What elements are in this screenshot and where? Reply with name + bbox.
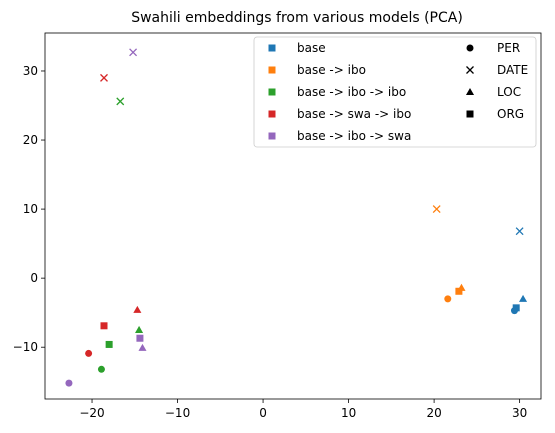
legend-box [253, 36, 537, 148]
point-base-ibo-swa-org [136, 334, 144, 342]
point-base-swa-ibo-loc [133, 305, 142, 313]
point-base-ibo-org [455, 287, 463, 295]
x-tick-label: 10 [341, 406, 356, 420]
y-tick-label: 0 [30, 271, 38, 285]
y-axis: −10 0 10 20 30 [13, 64, 45, 354]
x-axis: −20 −10 0 10 20 30 [79, 399, 527, 420]
data-points [65, 48, 528, 387]
legend-marker [268, 66, 276, 74]
legend-label: LOC [497, 85, 521, 99]
point-base-ibo-ibo-date [116, 97, 125, 106]
legend-marker [465, 87, 475, 96]
chart-title: Swahili embeddings from various models (… [131, 10, 463, 26]
point-base-ibo-date [432, 205, 441, 214]
legend-label: base -> ibo -> swa [297, 129, 411, 143]
point-base-ibo-swa-loc [138, 343, 147, 351]
legend-label: base -> ibo [297, 63, 366, 77]
legend-label: base -> swa -> ibo [297, 107, 411, 121]
point-base-date [515, 227, 524, 236]
legend-label: DATE [497, 63, 528, 77]
x-tick-label: −20 [79, 406, 104, 420]
x-tick-label: 20 [426, 406, 441, 420]
legend-label: base -> ibo -> ibo [297, 85, 406, 99]
x-tick-label: 30 [512, 406, 527, 420]
y-tick-label: 30 [23, 64, 38, 78]
point-base-ibo-ibo-loc [135, 325, 144, 333]
legend: base base -> ibo base -> ibo -> ibo base ->… [253, 36, 537, 148]
y-tick-label: 10 [23, 202, 38, 216]
legend-marker [268, 88, 276, 96]
x-tick-label: 0 [259, 406, 267, 420]
point-base-swa-ibo-org [100, 322, 108, 330]
point-base-loc [519, 294, 528, 302]
legend-label: ORG [497, 107, 524, 121]
legend-marker [466, 110, 474, 118]
point-base-ibo-ibo-org [105, 340, 113, 348]
x-tick-label: −10 [165, 406, 190, 420]
legend-label: PER [497, 41, 520, 55]
y-tick-label: 20 [23, 133, 38, 147]
legend-label: base [297, 41, 326, 55]
point-base-ibo-per [444, 295, 452, 303]
point-base-ibo-ibo-per [97, 365, 105, 373]
y-tick-label: −10 [13, 340, 38, 354]
point-base-ibo-swa-date [129, 48, 138, 57]
legend-marker [268, 44, 276, 52]
point-base-swa-ibo-per [85, 349, 93, 357]
point-base-swa-ibo-date [100, 73, 108, 82]
legend-marker [268, 110, 276, 118]
point-base-org [512, 304, 520, 312]
plot-area-frame [44, 32, 542, 400]
legend-marker [268, 132, 276, 140]
legend-marker [466, 66, 474, 74]
point-base-ibo-swa-per [65, 379, 73, 387]
legend-marker [466, 44, 474, 52]
